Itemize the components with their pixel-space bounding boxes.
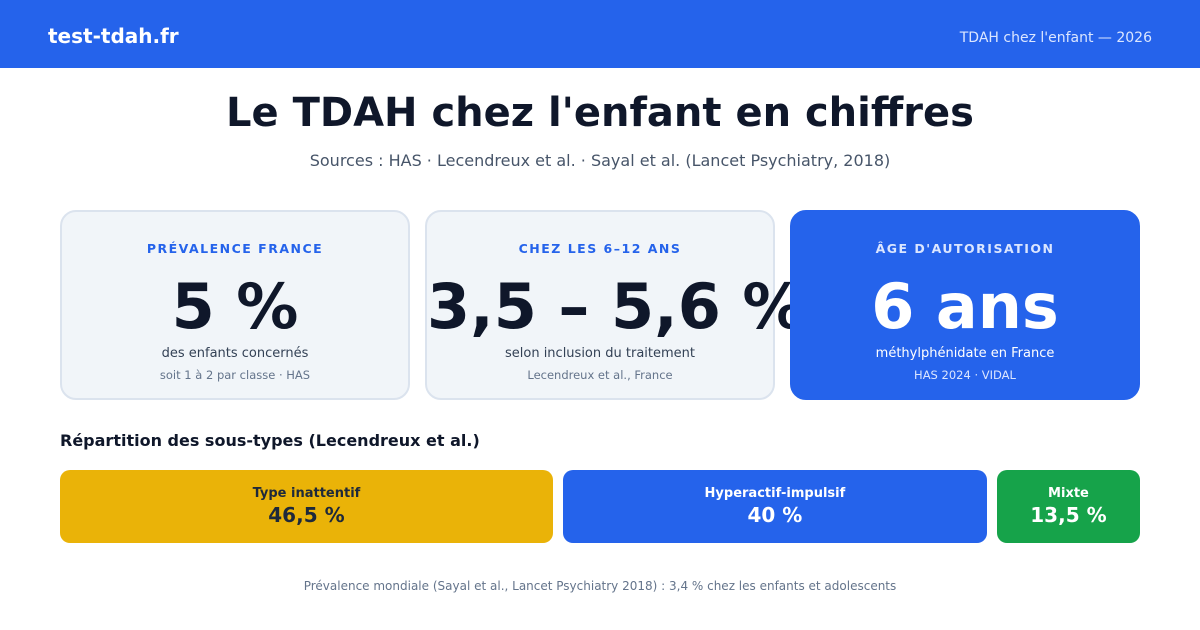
stat-card: PRÉVALENCE FRANCE 5 % des enfants concerné… (60, 210, 410, 400)
card-value: 3,5 – 5,6 % (427, 270, 805, 343)
subtype-name: Hyperactif-impulsif (704, 486, 846, 501)
subtype-bar: Hyperactif-impulsif 40 % (562, 470, 987, 543)
card-description: selon inclusion du traitement (504, 346, 695, 361)
card-source: HAS 2024 · VIDAL (914, 368, 1016, 382)
title: Le TDAH chez l'enfant en chiffres (226, 90, 974, 136)
card-description: méthylphénidate en France (875, 346, 1055, 361)
footer: Prévalence mondiale (Sayal et al., Lance… (303, 579, 897, 593)
card-value: 6 ans (871, 270, 1059, 343)
card-source: Lecendreux et al., France (527, 368, 673, 382)
subtype-name: Type inattentif (252, 486, 361, 501)
header: test-tdah.fr TDAH chez l'enfant — 2026 (0, 0, 1200, 68)
card-description: des enfants concernés (161, 346, 309, 361)
section-title: Répartition des sous-types (Lecendreux e… (60, 431, 480, 450)
card-label: ÂGE D'AUTORISATION (875, 241, 1055, 256)
card-label: CHEZ LES 6–12 ANS (518, 241, 682, 256)
brand[interactable]: test-tdah.fr (48, 24, 179, 48)
card-label: PRÉVALENCE FRANCE (146, 241, 324, 256)
tagline: TDAH chez l'enfant — 2026 (959, 30, 1152, 46)
subtitle: Sources : HAS · Lecendreux et al. · Saya… (309, 151, 891, 170)
subtype-value: 13,5 % (1030, 503, 1107, 527)
card-value: 5 % (171, 270, 299, 343)
subtype-value: 40 % (747, 503, 803, 527)
card-source: soit 1 à 2 par classe · HAS (159, 368, 311, 382)
stat-card: CHEZ LES 6–12 ANS 3,5 – 5,6 % selon inclus… (425, 210, 805, 400)
stat-card: ÂGE D'AUTORISATION 6 ans méthylphénidate e… (790, 210, 1140, 400)
subtype-name: Mixte (1048, 486, 1089, 501)
subtype-value: 46,5 % (268, 503, 345, 527)
subtype-bar: Type inattentif 46,5 % (60, 470, 553, 543)
subtype-bar: Mixte 13,5 % (996, 470, 1140, 543)
subtype-bars: Type inattentif 46,5 % Hyperactif-impulsif… (60, 470, 1140, 543)
